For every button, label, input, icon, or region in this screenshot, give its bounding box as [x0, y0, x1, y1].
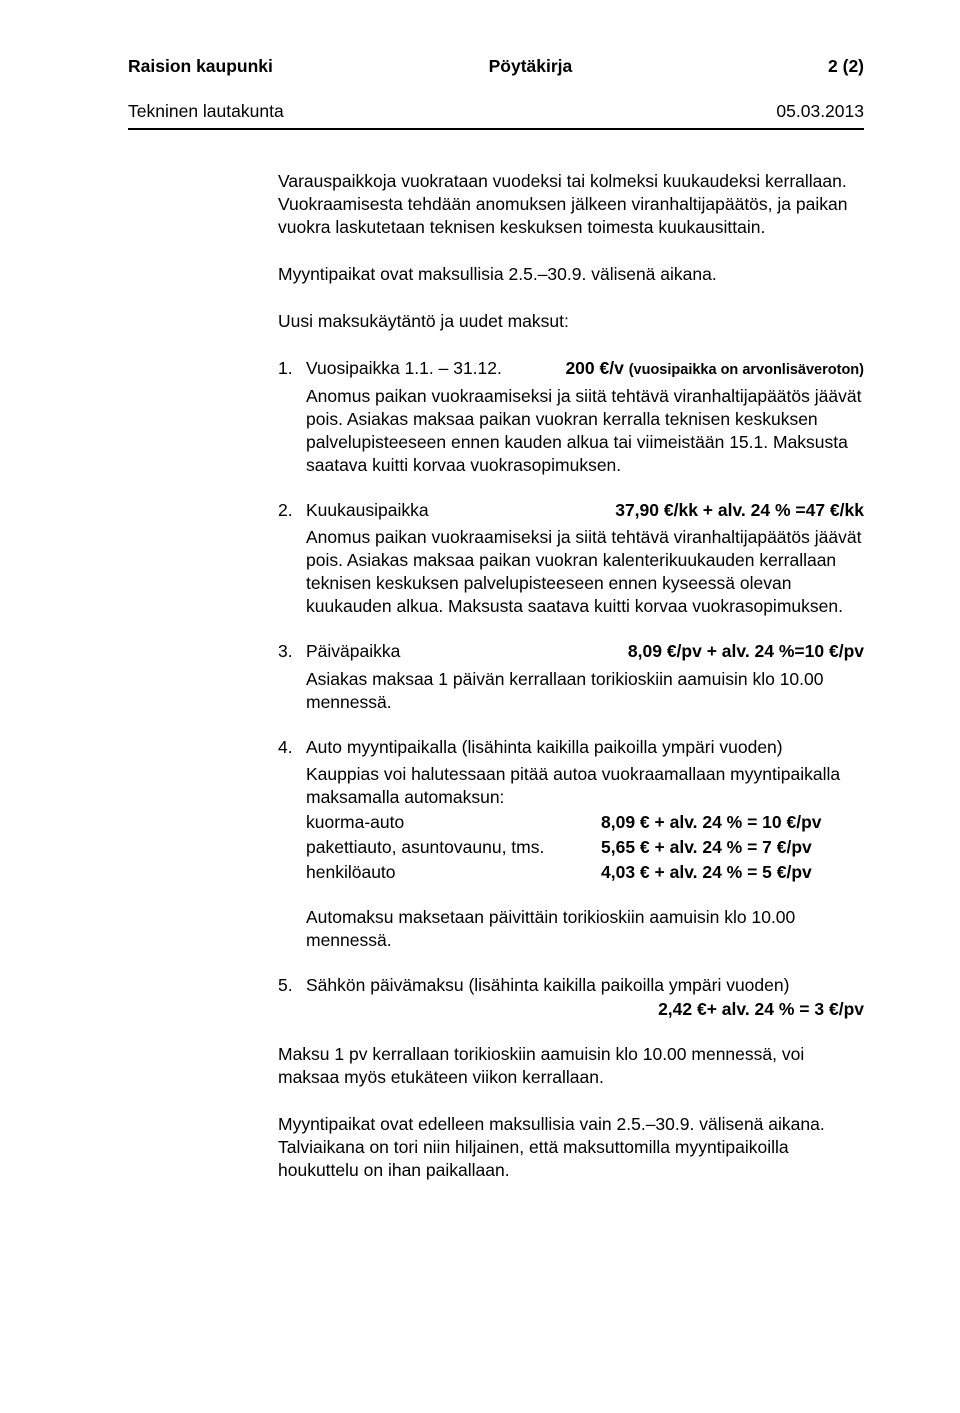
page-number: 2 (2): [828, 56, 864, 77]
item-4-row-0-val: 8,09 € + alv. 24 % = 10 €/pv: [601, 811, 822, 834]
item-4-tail: Automaksu maksetaan päivittäin torikiosk…: [306, 906, 864, 952]
item-4-body: Kauppias voi halutessaan pitää autoa vuo…: [306, 763, 864, 953]
item-1: 1. Vuosipaikka 1.1. – 31.12. 200 €/v (vu…: [278, 357, 864, 477]
item-5-price: 2,42 €+ alv. 24 % = 3 €/pv: [306, 998, 864, 1021]
item-2-head: 2. Kuukausipaikka 37,90 €/kk + alv. 24 %…: [278, 499, 864, 522]
item-4-num: 4.: [278, 736, 306, 759]
item-2-num: 2.: [278, 499, 306, 522]
item-2-price: 37,90 €/kk + alv. 24 % =47 €/kk: [615, 499, 864, 522]
page: Raision kaupunki Pöytäkirja 2 (2) Teknin…: [0, 0, 960, 1413]
header-row: Raision kaupunki Pöytäkirja 2 (2): [128, 56, 864, 77]
item-5-label: Sähkön päivämaksu (lisähinta kaikilla pa…: [306, 974, 864, 997]
item-1-price: 200 €/v (vuosipaikka on arvonlisäveroton…: [565, 357, 864, 380]
body: Varauspaikkoja vuokrataan vuodeksi tai k…: [278, 170, 864, 1182]
intro-p3: Uusi maksukäytäntö ja uudet maksut:: [278, 310, 864, 333]
meeting-date: 05.03.2013: [776, 101, 864, 122]
outro-p1: Maksu 1 pv kerrallaan torikioskiin aamui…: [278, 1043, 864, 1089]
item-1-body: Anomus paikan vuokraamiseksi ja siitä te…: [306, 385, 864, 477]
board-name: Tekninen lautakunta: [128, 101, 284, 122]
item-5-head: 5. Sähkön päivämaksu (lisähinta kaikilla…: [278, 974, 864, 997]
item-4-row-2-val: 4,03 € + alv. 24 % = 5 €/pv: [601, 861, 812, 884]
intro-p2: Myyntipaikat ovat maksullisia 2.5.–30.9.…: [278, 263, 864, 286]
item-4-row-1: pakettiauto, asuntovaunu, tms. 5,65 € + …: [306, 836, 864, 859]
doc-type: Pöytäkirja: [489, 56, 573, 77]
intro-p1: Varauspaikkoja vuokrataan vuodeksi tai k…: [278, 170, 864, 239]
item-4: 4. Auto myyntipaikalla (lisähinta kaikil…: [278, 736, 864, 953]
org-name: Raision kaupunki: [128, 56, 273, 77]
item-1-price-main: 200 €/v: [565, 358, 628, 378]
item-3-body: Asiakas maksaa 1 päivän kerrallaan torik…: [306, 668, 864, 714]
outro-p2: Myyntipaikat ovat edelleen maksullisia v…: [278, 1113, 864, 1182]
item-3-head: 3. Päiväpaikka 8,09 €/pv + alv. 24 %=10 …: [278, 640, 864, 663]
item-4-row-0-key: kuorma-auto: [306, 811, 601, 834]
item-3-label: Päiväpaikka: [306, 640, 598, 663]
item-4-row-1-val: 5,65 € + alv. 24 % = 7 €/pv: [601, 836, 812, 859]
item-2: 2. Kuukausipaikka 37,90 €/kk + alv. 24 %…: [278, 499, 864, 618]
item-4-lead: Kauppias voi halutessaan pitää autoa vuo…: [306, 763, 864, 809]
item-3: 3. Päiväpaikka 8,09 €/pv + alv. 24 %=10 …: [278, 640, 864, 713]
item-3-num: 3.: [278, 640, 306, 663]
item-4-row-2: henkilöauto 4,03 € + alv. 24 % = 5 €/pv: [306, 861, 864, 884]
subheader-row: Tekninen lautakunta 05.03.2013: [128, 101, 864, 122]
item-2-body: Anomus paikan vuokraamiseksi ja siitä te…: [306, 526, 864, 618]
item-1-label: Vuosipaikka 1.1. – 31.12.: [306, 357, 535, 380]
item-1-num: 1.: [278, 357, 306, 380]
divider: [128, 128, 864, 130]
item-4-label: Auto myyntipaikalla (lisähinta kaikilla …: [306, 736, 864, 759]
item-4-row-1-key: pakettiauto, asuntovaunu, tms.: [306, 836, 601, 859]
item-2-label: Kuukausipaikka: [306, 499, 585, 522]
item-4-head: 4. Auto myyntipaikalla (lisähinta kaikil…: [278, 736, 864, 759]
item-4-row-2-key: henkilöauto: [306, 861, 601, 884]
item-4-row-0: kuorma-auto 8,09 € + alv. 24 % = 10 €/pv: [306, 811, 864, 834]
item-3-price: 8,09 €/pv + alv. 24 %=10 €/pv: [628, 640, 864, 663]
item-1-price-note: (vuosipaikka on arvonlisäveroton): [629, 362, 864, 378]
item-5-num: 5.: [278, 974, 306, 997]
item-5: 5. Sähkön päivämaksu (lisähinta kaikilla…: [278, 974, 864, 1020]
item-1-head: 1. Vuosipaikka 1.1. – 31.12. 200 €/v (vu…: [278, 357, 864, 380]
